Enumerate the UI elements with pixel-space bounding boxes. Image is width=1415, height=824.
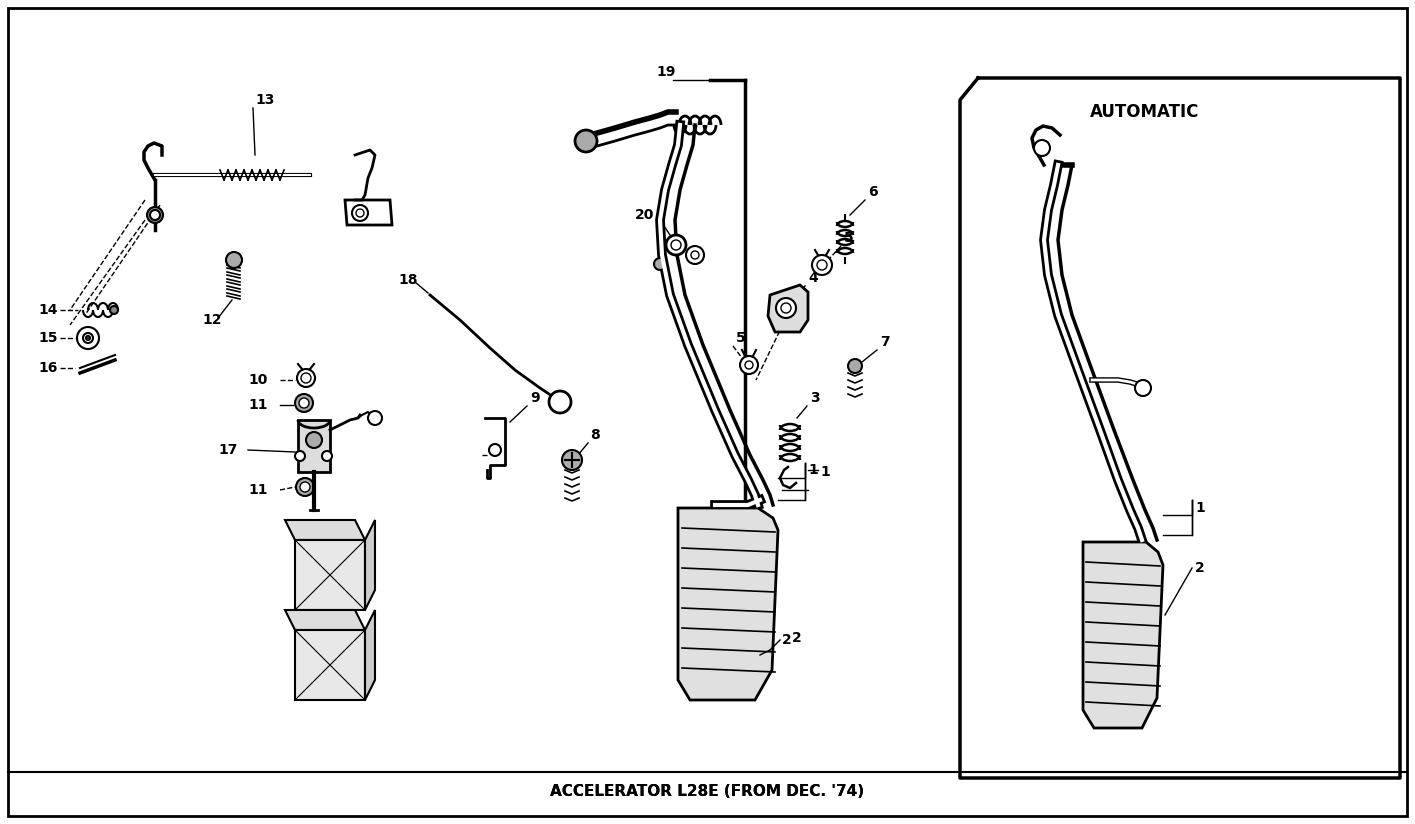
Text: ACCELERATOR L28E (FROM DEC. '74): ACCELERATOR L28E (FROM DEC. '74) (550, 784, 865, 799)
Text: 14: 14 (38, 303, 58, 317)
Text: ACCELERATOR L28E (FROM DEC. '74): ACCELERATOR L28E (FROM DEC. '74) (550, 784, 865, 799)
Text: 3: 3 (809, 391, 819, 405)
Circle shape (812, 255, 832, 275)
Circle shape (848, 359, 862, 373)
Text: 18: 18 (398, 273, 417, 287)
Text: 11: 11 (248, 398, 267, 412)
Circle shape (1135, 380, 1150, 396)
Circle shape (740, 356, 758, 374)
Circle shape (110, 306, 117, 314)
Circle shape (666, 235, 686, 255)
Polygon shape (365, 610, 375, 700)
Text: 1: 1 (821, 465, 829, 479)
Circle shape (297, 369, 316, 387)
Circle shape (368, 411, 382, 425)
Circle shape (294, 394, 313, 412)
Polygon shape (294, 540, 365, 610)
Circle shape (147, 207, 163, 223)
Text: 17: 17 (218, 443, 238, 457)
Text: 12: 12 (202, 313, 222, 327)
Polygon shape (294, 630, 365, 700)
Circle shape (654, 258, 666, 270)
Polygon shape (768, 285, 808, 332)
Circle shape (574, 130, 597, 152)
Circle shape (86, 336, 91, 340)
Polygon shape (284, 520, 365, 540)
Circle shape (352, 205, 368, 221)
Text: 8: 8 (590, 428, 600, 442)
Circle shape (490, 444, 501, 456)
Text: 9: 9 (531, 391, 539, 405)
Circle shape (300, 482, 310, 492)
Circle shape (226, 252, 242, 268)
Polygon shape (284, 610, 365, 630)
Circle shape (775, 298, 797, 318)
Circle shape (150, 210, 160, 220)
Circle shape (306, 432, 323, 448)
Circle shape (299, 398, 308, 408)
Circle shape (294, 451, 306, 461)
Text: 19: 19 (657, 65, 675, 79)
Circle shape (816, 260, 826, 270)
Circle shape (671, 240, 681, 250)
Text: 4: 4 (808, 271, 818, 285)
Text: 2: 2 (782, 633, 792, 647)
Circle shape (323, 451, 333, 461)
Text: 7: 7 (880, 335, 890, 349)
Circle shape (1034, 140, 1050, 156)
Polygon shape (678, 508, 778, 700)
Text: 16: 16 (38, 361, 58, 375)
Text: 13: 13 (255, 93, 275, 107)
Text: 6: 6 (867, 185, 877, 199)
Text: 5: 5 (843, 231, 853, 245)
Circle shape (357, 209, 364, 217)
Text: 20: 20 (635, 208, 654, 222)
Polygon shape (365, 520, 375, 610)
Circle shape (562, 450, 582, 470)
Text: 2: 2 (792, 631, 802, 645)
Text: 2: 2 (1196, 561, 1204, 575)
Polygon shape (1082, 542, 1163, 728)
Circle shape (691, 251, 699, 259)
Text: 10: 10 (248, 373, 267, 387)
Circle shape (781, 303, 791, 313)
Circle shape (76, 327, 99, 349)
Circle shape (83, 333, 93, 343)
Circle shape (296, 478, 314, 496)
Circle shape (301, 373, 311, 383)
Bar (299, 420, 330, 472)
Text: AUTOMATIC: AUTOMATIC (1090, 103, 1200, 121)
Circle shape (549, 391, 572, 413)
Text: 15: 15 (38, 331, 58, 345)
Circle shape (746, 361, 753, 369)
Text: 11: 11 (248, 483, 267, 497)
Text: 1: 1 (808, 463, 818, 477)
Text: 5: 5 (736, 331, 746, 345)
Circle shape (686, 246, 705, 264)
Text: 1: 1 (1196, 501, 1204, 515)
